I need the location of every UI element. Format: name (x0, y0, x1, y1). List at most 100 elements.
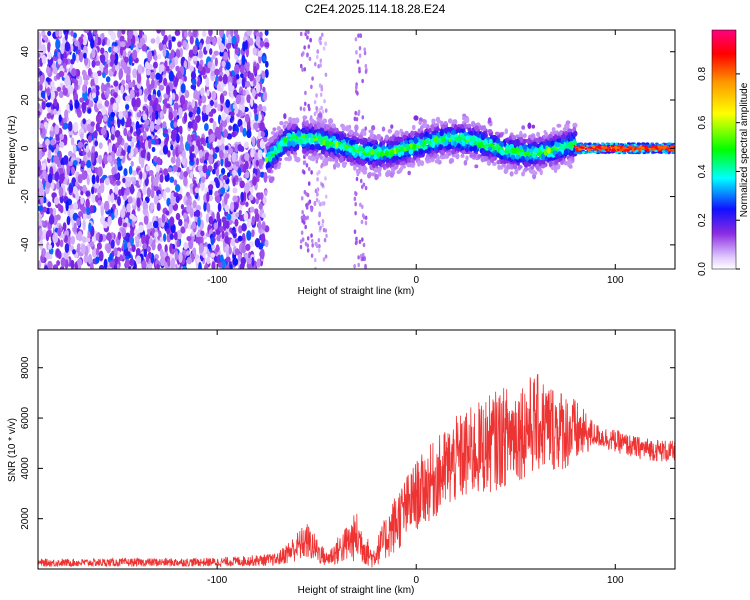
spectrogram-cell (100, 54, 106, 64)
spectrogram-cell (199, 149, 204, 159)
spectrogram-cell (201, 95, 207, 104)
spectrogram-cell (178, 251, 183, 263)
spectrogram-cell (89, 204, 94, 214)
spectrogram-cell (139, 135, 144, 143)
spectrogram-cell (195, 157, 200, 166)
spectrogram-cell (58, 141, 65, 148)
spectrogram-cell (330, 147, 336, 153)
spectrogram-cell (118, 144, 122, 153)
spectrogram-cell (47, 30, 52, 37)
spectrogram-cell (188, 111, 193, 118)
spectrogram-cell (163, 128, 169, 134)
spectrogram-cell (213, 162, 218, 170)
spectrogram-cell (255, 159, 260, 167)
spectrogram-cell (60, 258, 67, 267)
spectrogram-cell (251, 229, 255, 238)
spectrogram-cell (91, 186, 95, 195)
spectrogram-cell (167, 258, 171, 267)
spectrogram-cell (57, 250, 62, 260)
spectrogram-cell (307, 201, 310, 206)
spectrogram-cell (315, 109, 319, 114)
spectrogram-cell (45, 251, 50, 260)
spectrogram-cell (88, 100, 94, 108)
spectrogram-cell (132, 170, 137, 176)
spectrogram-cell (250, 96, 254, 108)
spectrogram-cell (75, 53, 80, 64)
spectrogram-cell (365, 157, 370, 162)
spectrogram-cell (447, 118, 453, 124)
spectrogram-cell (90, 121, 95, 127)
spectrogram-cell (433, 123, 438, 128)
spectrogram-cell (211, 90, 217, 100)
spectrogram-cell (212, 168, 216, 175)
spectrogram-cell (250, 264, 256, 269)
spectrogram-cell (59, 133, 65, 140)
spectrogram-cell (283, 121, 289, 125)
spectrogram-cell (40, 90, 46, 99)
spectrogram-cell (315, 93, 318, 98)
spectrogram-cell (225, 256, 231, 263)
spectrogram-cell (117, 231, 122, 240)
spectrogram-cell (321, 183, 324, 188)
spectrogram-cell (231, 35, 237, 45)
spectrogram-cell (189, 152, 194, 163)
spectrogram-cell (38, 179, 42, 189)
spectrogram-cell (477, 154, 481, 160)
spectrogram-cell (143, 93, 148, 103)
spectrogram-cell (55, 38, 61, 50)
spectrogram-cell (107, 194, 112, 203)
spectrogram-cell (216, 211, 221, 223)
spectrogram-cell (125, 95, 131, 102)
spectrogram-cell (154, 138, 159, 145)
spectrogram-cell (207, 243, 212, 250)
spectrogram-cell (354, 210, 357, 216)
spectrogram-cell (324, 194, 328, 199)
spectrogram-cell (373, 167, 378, 173)
spectrogram-cell (154, 54, 158, 61)
spectrogram-cell (121, 149, 126, 157)
spectrogram-cell (88, 169, 92, 180)
spectrogram-cell (310, 253, 314, 258)
spectrogram-cell (243, 191, 247, 203)
spectrogram-cell (47, 150, 52, 160)
spectrogram-cell (86, 160, 92, 169)
spectrogram-cell (423, 122, 428, 128)
spectrogram-cell (302, 220, 306, 225)
spectrogram-cell (234, 64, 240, 75)
spectrogram-cell (438, 137, 442, 144)
spectrogram-cell (80, 243, 86, 254)
spectrogram-cell (482, 138, 489, 145)
spectrogram-cell (222, 174, 229, 181)
spectrogram-cell (300, 230, 304, 235)
spectrogram-cell (546, 140, 551, 146)
spectrogram-cell (136, 128, 141, 136)
spectrogram-cell (203, 202, 207, 212)
spectrogram-cell (246, 94, 251, 104)
spectrogram-cell (142, 105, 147, 111)
spectrogram-cell (110, 239, 115, 249)
spectrogram-cell (319, 36, 322, 41)
spectrogram-cell (260, 233, 266, 244)
spectrogram-cell (356, 91, 359, 96)
spectrogram-cell (480, 125, 485, 131)
spectrogram-cell (259, 248, 265, 260)
spectrogram-cell (127, 37, 132, 47)
spectrogram-cell (39, 84, 43, 91)
spectrogram-cell (205, 213, 210, 224)
spectrogram-cell (301, 237, 305, 242)
spectrogram-cell (106, 232, 112, 242)
spectrogram-cell (277, 146, 282, 151)
spectrogram-cell (225, 61, 231, 71)
spectrogram-cell (40, 74, 44, 85)
spectrogram-cell (171, 248, 175, 255)
spectrogram-cell (83, 30, 90, 34)
spectrogram-cell (135, 97, 141, 108)
spectrogram-cell (144, 119, 150, 126)
spectrogram-cell (96, 242, 102, 250)
spectrogram-cell (239, 125, 244, 133)
spectrogram-cell (124, 56, 129, 63)
spectrogram-cell (358, 46, 362, 51)
spectrogram-cell (186, 204, 192, 214)
spectrogram-cell (213, 222, 218, 230)
spectrogram-cell (323, 237, 327, 243)
